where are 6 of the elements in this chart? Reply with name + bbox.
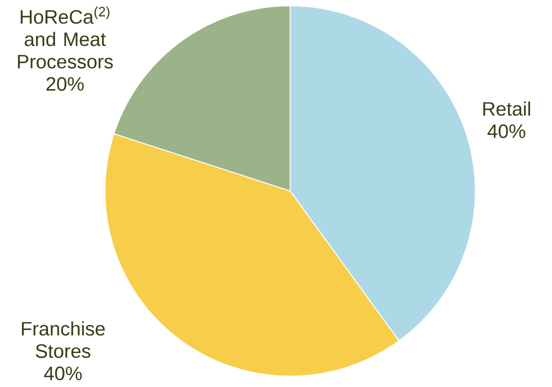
data-label: 40% xyxy=(44,366,82,380)
data-label: 40% xyxy=(488,124,526,138)
slice-label: Franchise Stores xyxy=(22,321,105,358)
data-label: 20% xyxy=(46,77,84,91)
slice-label: HoReCa$^{(2)}$ and Meat Processors xyxy=(18,6,113,69)
slice-label: Retail xyxy=(483,102,530,116)
